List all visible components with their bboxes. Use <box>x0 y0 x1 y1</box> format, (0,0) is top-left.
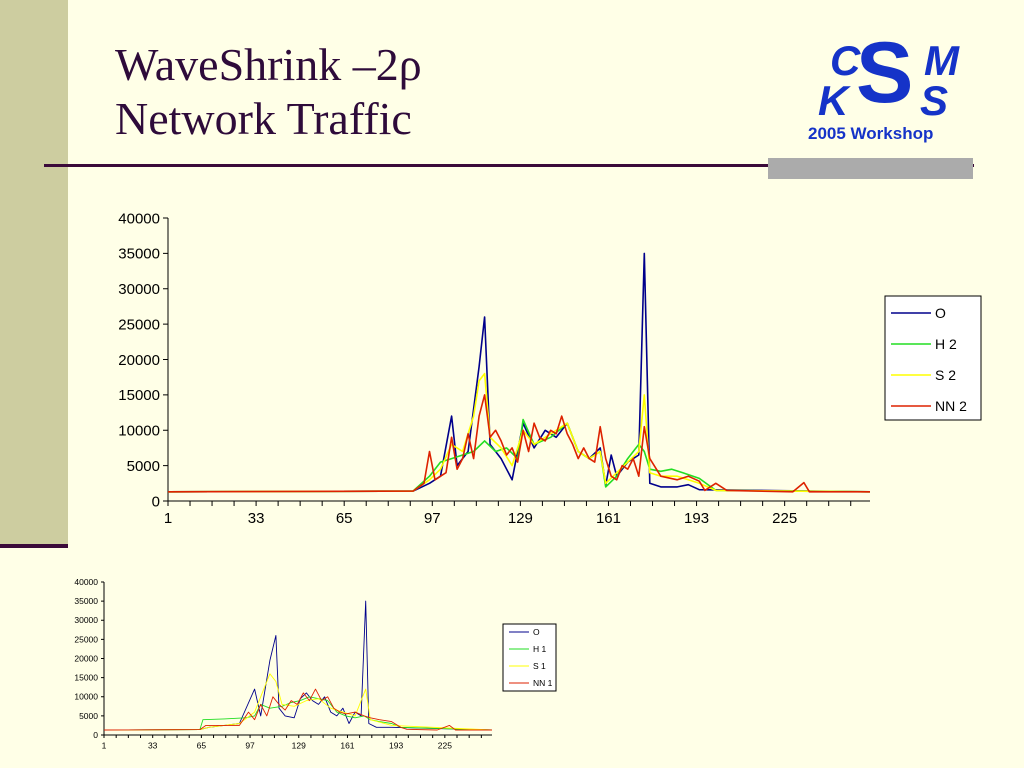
legend-box <box>884 295 982 421</box>
slide-title: WaveShrink –2ρ Network Traffic <box>115 38 422 146</box>
sidebar-band <box>0 0 68 548</box>
logo-m: M <box>924 37 959 84</box>
legend-label: NN 2 <box>935 398 967 414</box>
series-line-o <box>103 600 493 731</box>
y-tick-label: 5000 <box>79 711 98 721</box>
logo-c: C <box>830 37 861 84</box>
chart-bottom: 0 5000 10000 15000 20000 25000 30000 35000 40000… <box>74 577 557 751</box>
legend-box <box>502 623 557 692</box>
grey-accent-bar <box>768 158 973 179</box>
legend-label: S 1 <box>533 661 546 671</box>
series-line-o <box>167 252 871 493</box>
legend-label: O <box>533 627 540 637</box>
x-tick-label: 1 <box>102 741 107 751</box>
legend-label: H 1 <box>533 644 547 654</box>
y-tick-label: 30000 <box>74 615 98 625</box>
y-tick-label: 35000 <box>74 596 98 606</box>
series-line-s-1 <box>103 673 493 731</box>
logo-workshop: 2005 Workshop <box>808 124 934 143</box>
y-tick-label: 30000 <box>118 281 160 298</box>
x-tick-label: 161 <box>340 741 354 751</box>
x-tick-label: 129 <box>508 510 533 527</box>
logo-k: K <box>818 77 849 124</box>
x-tick-label: 65 <box>197 741 207 751</box>
y-tick-label: 20000 <box>118 352 160 369</box>
chart-top: 0 5000 10000 15000 20000 25000 30000 35000 40000… <box>118 210 982 527</box>
y-tick-label: 20000 <box>74 653 98 663</box>
x-tick-label: 97 <box>245 741 255 751</box>
title-rule <box>44 164 974 167</box>
x-tick-label: 193 <box>684 510 709 527</box>
y-tick-label: 0 <box>152 493 160 510</box>
y-tick-label: 0 <box>93 730 98 740</box>
legend-label: NN 1 <box>533 678 553 688</box>
title-line-1: WaveShrink –2ρ <box>115 39 422 90</box>
x-tick-label: 161 <box>596 510 621 527</box>
x-tick-label: 33 <box>248 510 265 527</box>
series-line-s-2 <box>167 372 871 493</box>
y-tick-label: 25000 <box>74 634 98 644</box>
y-tick-label: 40000 <box>74 577 98 587</box>
x-tick-label: 225 <box>772 510 797 527</box>
x-tick-label: 97 <box>424 510 441 527</box>
x-tick-label: 129 <box>292 741 306 751</box>
y-tick-label: 15000 <box>74 673 98 683</box>
x-tick-label: 33 <box>148 741 158 751</box>
x-tick-label: 193 <box>389 741 403 751</box>
x-tick-label: 225 <box>438 741 452 751</box>
y-tick-label: 10000 <box>74 692 98 702</box>
series-line-nn-2 <box>167 394 870 493</box>
sidebar-rule <box>0 544 68 548</box>
legend-label: O <box>935 305 946 321</box>
series-line-h-1 <box>103 696 493 731</box>
legend-label: H 2 <box>935 336 957 352</box>
x-tick-label: 65 <box>336 510 353 527</box>
csmks-logo: S C K M S 2005 Workshop <box>808 30 978 148</box>
y-tick-label: 25000 <box>118 316 160 333</box>
logo-s-small: S <box>920 77 949 124</box>
logo-s-big: S <box>856 25 914 121</box>
x-tick-label: 1 <box>164 510 172 527</box>
title-line-2: Network Traffic <box>115 93 412 144</box>
series-line-nn-1 <box>103 688 492 731</box>
y-tick-label: 35000 <box>118 246 160 263</box>
y-tick-label: 15000 <box>118 387 160 404</box>
y-tick-label: 10000 <box>118 423 160 440</box>
y-tick-label: 40000 <box>118 210 160 227</box>
legend-label: S 2 <box>935 367 956 383</box>
y-tick-label: 5000 <box>127 458 160 475</box>
